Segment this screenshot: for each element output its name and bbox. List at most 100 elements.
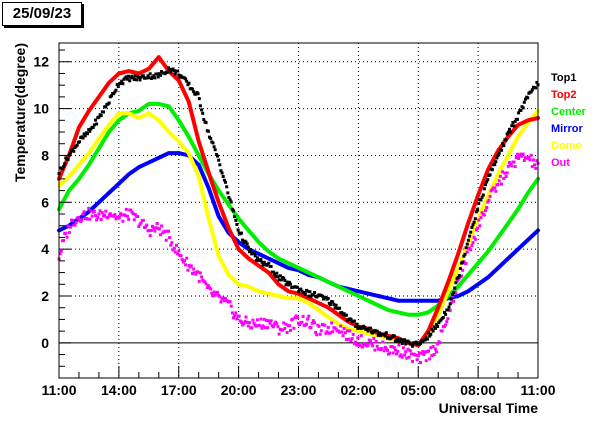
data-point <box>245 242 249 246</box>
data-point <box>446 317 450 321</box>
data-point <box>407 355 411 359</box>
data-point <box>156 75 160 79</box>
data-point <box>87 206 91 210</box>
data-point <box>251 318 255 322</box>
data-point <box>138 78 142 82</box>
data-point <box>240 320 243 324</box>
data-point <box>232 209 235 213</box>
data-point <box>190 87 194 91</box>
data-point <box>152 74 156 78</box>
data-point <box>436 325 440 328</box>
x-tick-label: 20:00 <box>221 382 257 398</box>
data-point <box>358 343 362 347</box>
data-point <box>285 280 289 284</box>
data-point <box>334 327 338 331</box>
data-point <box>114 88 118 92</box>
data-point <box>477 202 481 205</box>
data-point <box>243 320 247 324</box>
data-point <box>226 191 230 195</box>
data-point <box>313 291 316 295</box>
data-point <box>242 322 246 325</box>
data-point <box>431 329 435 333</box>
data-point <box>157 227 161 231</box>
data-point <box>350 337 354 341</box>
data-point <box>216 154 219 158</box>
data-point <box>89 209 93 213</box>
data-point <box>500 148 503 152</box>
data-point <box>480 195 484 199</box>
data-point <box>384 331 388 335</box>
data-point <box>124 207 128 211</box>
data-point <box>94 214 97 218</box>
data-point <box>331 330 335 334</box>
data-point <box>307 314 311 318</box>
data-point <box>428 357 432 361</box>
data-point <box>451 292 454 296</box>
data-point <box>262 260 266 264</box>
data-point <box>224 180 227 184</box>
data-point <box>399 338 403 342</box>
data-point <box>248 321 251 325</box>
data-point <box>92 123 96 127</box>
data-point <box>94 118 97 122</box>
data-point <box>334 303 338 307</box>
data-point <box>409 342 413 346</box>
series-line-center <box>57 101 540 317</box>
data-point <box>502 177 506 180</box>
data-point <box>244 315 248 319</box>
data-point <box>283 278 287 282</box>
data-point <box>344 313 348 317</box>
data-point <box>88 129 92 133</box>
x-tick-label: 11:00 <box>41 382 76 398</box>
data-point <box>214 153 218 156</box>
data-point <box>342 327 346 331</box>
data-point <box>378 331 381 335</box>
data-point <box>108 212 112 216</box>
data-point <box>431 345 435 349</box>
data-point <box>340 311 344 315</box>
data-point <box>230 311 234 315</box>
data-point <box>513 119 517 123</box>
data-point <box>383 334 387 338</box>
data-point <box>437 321 441 325</box>
data-point <box>180 258 184 262</box>
data-point <box>83 134 87 138</box>
x-tick-label: 17:00 <box>161 382 197 398</box>
data-point <box>277 278 281 282</box>
data-point <box>268 321 272 325</box>
data-point <box>468 234 472 238</box>
data-point <box>255 256 259 260</box>
data-point <box>121 82 125 86</box>
data-point <box>273 272 277 276</box>
y-tick-label: 0 <box>41 335 49 351</box>
data-point <box>363 325 367 329</box>
data-point <box>474 210 478 214</box>
data-point <box>218 295 222 299</box>
data-point <box>382 332 386 336</box>
data-point <box>171 248 175 252</box>
data-point <box>311 293 315 297</box>
data-point <box>241 238 245 242</box>
data-point <box>447 305 451 309</box>
data-point <box>331 300 335 304</box>
data-point <box>213 148 217 152</box>
data-point <box>135 78 139 82</box>
data-point <box>505 132 509 136</box>
data-point <box>409 352 413 356</box>
data-point <box>197 97 201 101</box>
data-point <box>471 223 475 227</box>
data-point <box>469 248 473 252</box>
data-point <box>201 111 205 115</box>
data-point <box>419 342 422 345</box>
data-point <box>198 271 202 275</box>
data-point <box>494 160 498 164</box>
data-point <box>289 282 292 286</box>
data-point <box>266 326 270 330</box>
data-point <box>514 156 518 159</box>
data-point <box>258 324 262 328</box>
data-point <box>311 319 315 323</box>
data-point <box>90 214 94 218</box>
data-point <box>95 122 99 126</box>
data-point <box>248 250 251 254</box>
